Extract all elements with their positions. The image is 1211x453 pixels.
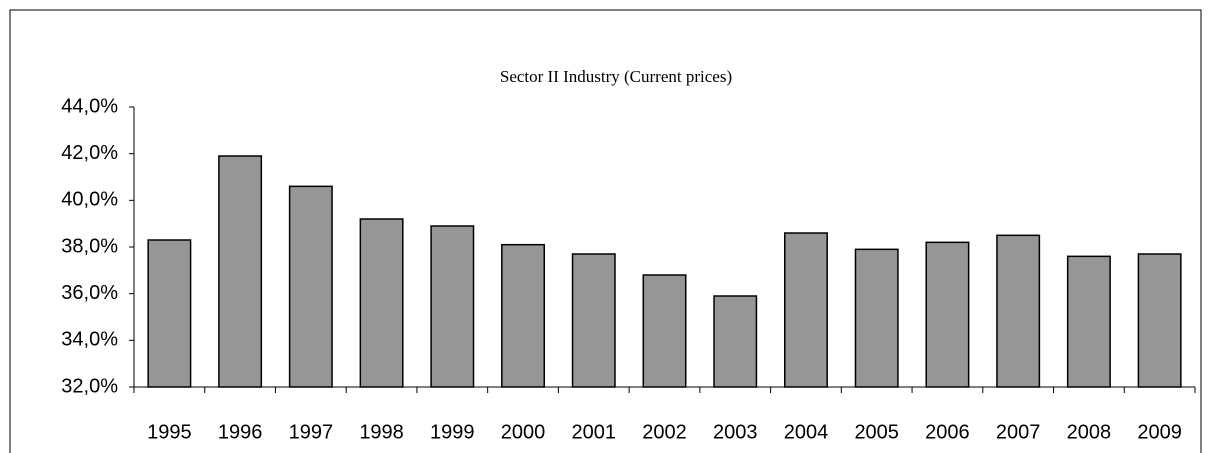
chart-frame <box>9 9 1202 453</box>
y-tick-label: 34,0% <box>61 329 118 351</box>
x-tick-label: 2001 <box>572 421 617 443</box>
x-tick-label: 1997 <box>289 421 334 443</box>
bar <box>571 253 616 388</box>
bar <box>147 239 192 388</box>
bar <box>713 295 758 388</box>
y-tick-label: 38,0% <box>61 235 118 257</box>
y-tick-label: 44,0% <box>61 95 118 117</box>
x-tick-label: 1996 <box>218 421 263 443</box>
x-tick-label: 2004 <box>784 421 829 443</box>
x-tick-label: 1998 <box>359 421 404 443</box>
bar <box>642 274 687 388</box>
bar <box>925 241 970 388</box>
y-tick-label: 42,0% <box>61 142 118 164</box>
bar <box>1066 255 1111 388</box>
bar <box>996 234 1041 388</box>
x-tick-label: 2006 <box>925 421 970 443</box>
y-tick-label: 40,0% <box>61 189 118 211</box>
x-tick-label: 2007 <box>996 421 1041 443</box>
x-tick-label: 2009 <box>1137 421 1182 443</box>
bar <box>854 248 899 388</box>
chart-title: Sector II Industry (Current prices) <box>500 67 732 86</box>
bar <box>218 155 263 388</box>
x-tick-label: 2005 <box>854 421 899 443</box>
y-tick-label: 36,0% <box>61 282 118 304</box>
bar <box>288 185 333 388</box>
bar <box>359 218 404 388</box>
bar <box>430 225 475 388</box>
x-tick-label: 1999 <box>430 421 475 443</box>
x-tick-label: 2003 <box>713 421 758 443</box>
x-tick-label: 2002 <box>642 421 687 443</box>
x-tick-label: 1995 <box>147 421 192 443</box>
x-tick-label: 2000 <box>501 421 546 443</box>
y-tick-label: 32,0% <box>61 375 118 397</box>
bar <box>1137 253 1182 388</box>
bar <box>501 243 546 388</box>
bar <box>783 232 828 388</box>
x-tick-label: 2008 <box>1067 421 1112 443</box>
